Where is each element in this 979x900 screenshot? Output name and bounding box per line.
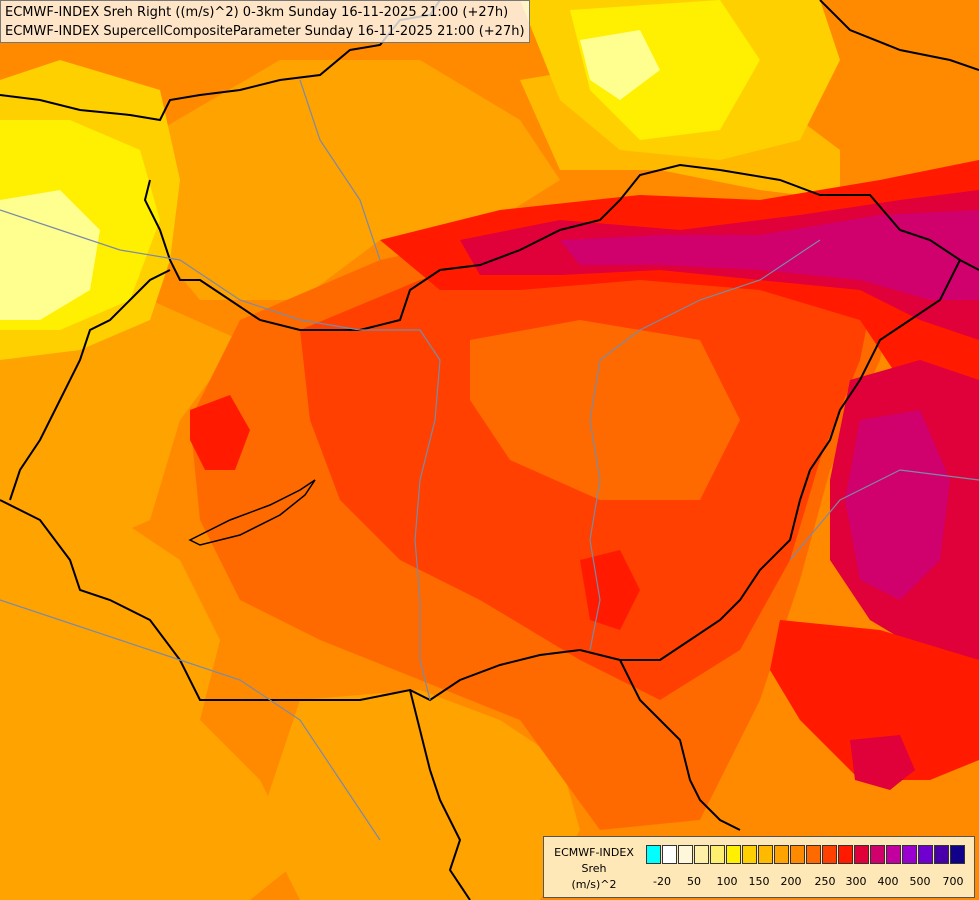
color-legend: ECMWF-INDEX Sreh (m/s)^2 -20 50 100 150 200 2… — [543, 836, 975, 898]
border-line-east — [409, 259, 961, 702]
legend-tick-label: 250 — [814, 875, 836, 888]
legend-swatch — [726, 845, 741, 864]
river-line-northwest — [0, 209, 181, 261]
border-line-south — [619, 659, 741, 831]
legend-tick-label: 500 — [909, 875, 931, 888]
river-line-north — [299, 79, 381, 261]
yellow-light-field-north — [580, 30, 660, 100]
yellow-light-field-northwest — [0, 190, 100, 320]
legend-tick-label: 700 — [942, 875, 964, 888]
river-line-east — [789, 469, 979, 561]
title-line-sreh: ECMWF-INDEX Sreh Right ((m/s)^2) 0-3km S… — [5, 5, 509, 20]
legend-swatch — [870, 845, 885, 864]
legend-swatch — [918, 845, 933, 864]
river-line-danube — [179, 259, 441, 701]
magenta-field-east — [845, 410, 950, 600]
river-line-tisza — [589, 239, 821, 651]
legend-title-param: Sreh — [581, 862, 607, 875]
legend-swatches — [646, 845, 966, 864]
legend-swatch — [838, 845, 853, 864]
legend-swatch — [886, 845, 901, 864]
legend-swatch — [646, 845, 661, 864]
map-title-box: ECMWF-INDEX Sreh Right ((m/s)^2) 0-3km S… — [0, 0, 530, 43]
lake-outline — [188, 479, 316, 546]
legend-swatch — [742, 845, 757, 864]
border-line-west — [9, 269, 171, 501]
orange-light-field-southwest — [0, 520, 300, 900]
legend-swatch — [822, 845, 837, 864]
border-line-southwest — [0, 499, 471, 900]
legend-swatch — [806, 845, 821, 864]
crimson-field-southeast-spot — [850, 735, 915, 790]
title-line-scp: ECMWF-INDEX SupercellCompositeParameter … — [5, 24, 525, 39]
legend-swatch — [854, 845, 869, 864]
border-line-north-east — [819, 0, 979, 71]
legend-swatch — [902, 845, 917, 864]
legend-tick-label: 400 — [877, 875, 899, 888]
legend-swatch — [678, 845, 693, 864]
red-field-southeast — [770, 620, 979, 780]
legend-ticks: -20 50 100 150 200 250 300 400 500 700 — [642, 875, 972, 891]
legend-swatch — [774, 845, 789, 864]
legend-tick-label: 50 — [687, 875, 701, 888]
legend-tick-label: -20 — [653, 875, 671, 888]
orange-light-field-south — [260, 690, 580, 900]
red-field-west-spot — [190, 395, 250, 470]
legend-title-unit: (m/s)^2 — [571, 878, 617, 891]
legend-tick-label: 150 — [748, 875, 770, 888]
legend-title: ECMWF-INDEX Sreh (m/s)^2 — [548, 845, 640, 893]
legend-swatch — [694, 845, 709, 864]
orange-light-field-west — [0, 300, 240, 560]
legend-tick-label: 200 — [780, 875, 802, 888]
red-orange-pocket-center — [470, 320, 740, 500]
legend-tick-label: 100 — [716, 875, 738, 888]
legend-swatch — [934, 845, 949, 864]
river-line-southwest — [0, 599, 381, 841]
legend-swatch — [710, 845, 725, 864]
legend-swatch — [950, 845, 965, 864]
legend-tick-label: 300 — [845, 875, 867, 888]
magenta-field-northeast — [560, 210, 979, 300]
legend-swatch — [662, 845, 677, 864]
border-line-central-north — [143, 163, 979, 331]
orange-light-field-north — [150, 60, 560, 300]
legend-swatch — [790, 845, 805, 864]
legend-title-model: ECMWF-INDEX — [554, 846, 634, 859]
legend-swatch — [758, 845, 773, 864]
